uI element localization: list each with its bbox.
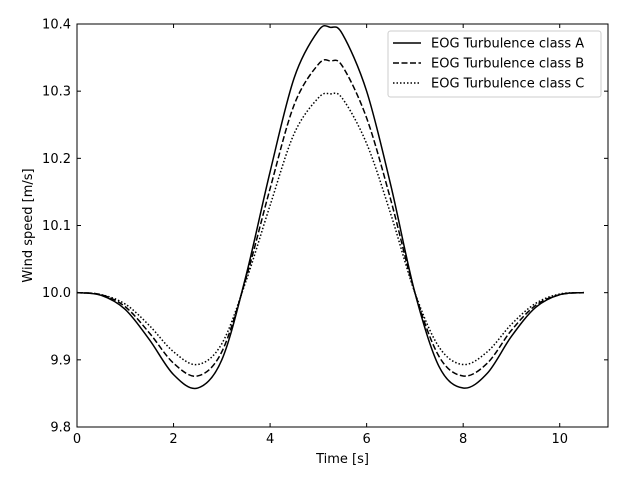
x-tick-label: 0 (73, 432, 81, 447)
y-tick-label: 9.9 (50, 353, 71, 368)
series-line-2 (77, 59, 584, 377)
x-axis-ticks: 0 2 4 6 8 10 (73, 24, 568, 447)
y-tick-label: 10.1 (42, 219, 71, 234)
x-tick-label: 2 (169, 432, 177, 447)
legend: EOG Turbulence class A EOG Turbulence cla… (387, 30, 602, 98)
y-tick-label: 9.8 (50, 421, 71, 436)
legend-label-3: EOG Turbulence class C (431, 77, 584, 92)
y-tick-label: 10.4 (42, 18, 71, 33)
x-axis-label: Time [s] (315, 452, 369, 467)
legend-box (387, 30, 602, 98)
x-tick-label: 8 (459, 432, 467, 447)
x-tick-label: 10 (551, 432, 568, 447)
legend-label-2: EOG Turbulence class B (431, 57, 584, 72)
series-layer (77, 24, 584, 390)
x-tick-label: 4 (266, 432, 274, 447)
series-line-3 (77, 92, 584, 366)
x-tick-label: 6 (362, 432, 370, 447)
y-tick-label: 10.3 (42, 85, 71, 100)
legend-label-1: EOG Turbulence class A (431, 37, 584, 52)
y-tick-label: 10.2 (42, 152, 71, 167)
y-axis-ticks: 9.8 9.9 10.0 10.1 10.2 10.3 10.4 (42, 18, 608, 436)
y-axis-label: Wind speed [m/s] (21, 168, 36, 282)
series-line-1 (77, 24, 584, 390)
y-tick-label: 10.0 (42, 286, 71, 301)
